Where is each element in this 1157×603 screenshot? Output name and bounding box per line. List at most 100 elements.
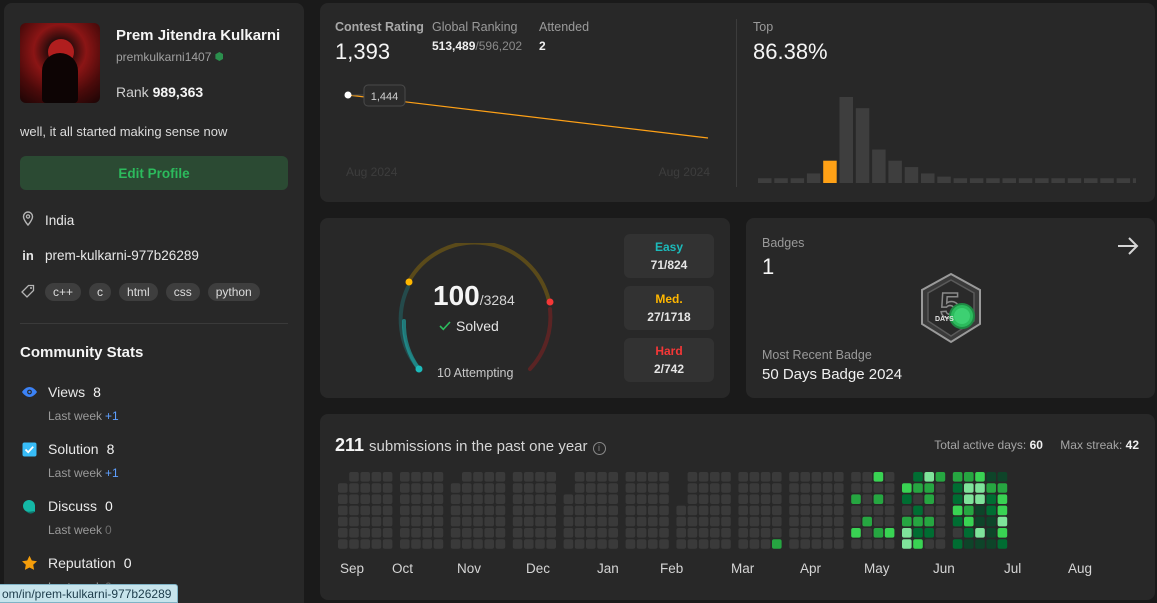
heatmap-day[interactable] — [997, 505, 1008, 516]
heatmap-day[interactable] — [935, 494, 946, 504]
heatmap-day[interactable] — [851, 505, 861, 516]
histogram-bar[interactable] — [774, 178, 788, 183]
medium-box[interactable]: Med. 27/1718 — [624, 286, 714, 330]
heatmap-day[interactable] — [862, 505, 872, 516]
heatmap-day[interactable] — [484, 483, 494, 493]
heatmap-day[interactable] — [433, 472, 444, 482]
heatmap-day[interactable] — [800, 539, 810, 549]
heatmap-day[interactable] — [800, 472, 810, 482]
heatmap-day[interactable] — [760, 494, 771, 504]
heatmap-day[interactable] — [360, 483, 370, 493]
heatmap-day[interactable] — [913, 516, 923, 527]
heatmap-day[interactable] — [913, 472, 923, 482]
heatmap-day[interactable] — [811, 516, 822, 527]
heatmap-day[interactable] — [811, 539, 822, 549]
heatmap-day[interactable] — [902, 516, 912, 527]
heatmap-day[interactable] — [975, 494, 985, 504]
heatmap-day[interactable] — [625, 505, 636, 516]
heatmap-day[interactable] — [586, 539, 596, 549]
histogram-bar[interactable] — [1100, 178, 1114, 183]
heatmap-day[interactable] — [834, 528, 844, 538]
heatmap-day[interactable] — [338, 528, 348, 538]
heatmap-day[interactable] — [535, 472, 545, 482]
hard-box[interactable]: Hard 2/742 — [624, 338, 714, 382]
heatmap-day[interactable] — [349, 516, 359, 527]
heatmap-day[interactable] — [473, 505, 483, 516]
heatmap-day[interactable] — [625, 528, 636, 538]
heatmap-day[interactable] — [698, 483, 709, 493]
heatmap-day[interactable] — [349, 494, 359, 504]
heatmap-day[interactable] — [535, 483, 545, 493]
heatmap-day[interactable] — [608, 483, 618, 493]
skill-tag[interactable]: html — [119, 283, 158, 301]
heatmap-day[interactable] — [800, 516, 810, 527]
heatmap-day[interactable] — [913, 483, 923, 493]
heatmap-day[interactable] — [811, 472, 822, 482]
heatmap-day[interactable] — [608, 505, 618, 516]
heatmap-day[interactable] — [902, 483, 912, 493]
heatmap-day[interactable] — [834, 539, 844, 549]
heatmap-day[interactable] — [721, 483, 731, 493]
solved-progress-ring[interactable] — [392, 243, 558, 383]
heatmap-day[interactable] — [625, 483, 636, 493]
heatmap-day[interactable] — [422, 483, 432, 493]
heatmap-day[interactable] — [371, 472, 382, 482]
easy-box[interactable]: Easy 71/824 — [624, 234, 714, 278]
heatmap-day[interactable] — [986, 494, 996, 504]
heatmap-day[interactable] — [789, 516, 799, 527]
heatmap-day[interactable] — [986, 483, 996, 493]
heatmap-day[interactable] — [800, 528, 810, 538]
heatmap-day[interactable] — [382, 539, 393, 549]
heatmap-day[interactable] — [738, 516, 748, 527]
heatmap-day[interactable] — [884, 516, 895, 527]
heatmap-day[interactable] — [484, 516, 494, 527]
heatmap-day[interactable] — [433, 539, 444, 549]
heatmap-day[interactable] — [625, 472, 636, 482]
heatmap-day[interactable] — [710, 539, 720, 549]
heatmap-day[interactable] — [546, 528, 556, 538]
heatmap-day[interactable] — [625, 494, 636, 504]
heatmap-day[interactable] — [586, 505, 596, 516]
heatmap-day[interactable] — [473, 516, 483, 527]
50-days-badge-icon[interactable]: 5 DAYS — [918, 272, 984, 344]
heatmap-day[interactable] — [659, 539, 669, 549]
heatmap-day[interactable] — [687, 528, 698, 538]
heatmap-day[interactable] — [535, 494, 545, 504]
heatmap-day[interactable] — [975, 472, 985, 482]
heatmap-day[interactable] — [360, 494, 370, 504]
heatmap-day[interactable] — [371, 539, 382, 549]
heatmap-day[interactable] — [411, 528, 421, 538]
heatmap-day[interactable] — [811, 483, 822, 493]
heatmap-day[interactable] — [433, 505, 444, 516]
heatmap-day[interactable] — [862, 539, 872, 549]
heatmap-day[interactable] — [524, 483, 534, 493]
heatmap-day[interactable] — [710, 483, 720, 493]
heatmap-day[interactable] — [884, 494, 895, 504]
heatmap-day[interactable] — [574, 483, 585, 493]
heatmap-day[interactable] — [563, 516, 574, 527]
histogram-bar[interactable] — [953, 178, 968, 183]
heatmap-day[interactable] — [371, 483, 382, 493]
heatmap-day[interactable] — [760, 483, 771, 493]
heatmap-day[interactable] — [400, 483, 410, 493]
heatmap-day[interactable] — [749, 516, 760, 527]
heatmap-day[interactable] — [450, 483, 461, 493]
heatmap-day[interactable] — [851, 528, 861, 538]
heatmap-day[interactable] — [586, 528, 596, 538]
heatmap-day[interactable] — [884, 539, 895, 549]
heatmap-day[interactable] — [822, 472, 833, 482]
heatmap-day[interactable] — [360, 505, 370, 516]
histogram-bar[interactable] — [1132, 178, 1136, 183]
heatmap-day[interactable] — [524, 528, 534, 538]
heatmap-day[interactable] — [597, 516, 607, 527]
heatmap-day[interactable] — [964, 505, 974, 516]
heatmap-day[interactable] — [834, 472, 844, 482]
heatmap-day[interactable] — [687, 494, 698, 504]
heatmap-day[interactable] — [371, 505, 382, 516]
heatmap-day[interactable] — [710, 516, 720, 527]
heatmap-day[interactable] — [360, 472, 370, 482]
heatmap-day[interactable] — [952, 516, 963, 527]
linkedin-link[interactable]: prem-kulkarni-977b26289 — [45, 248, 199, 263]
heatmap-day[interactable] — [495, 528, 506, 538]
heatmap-day[interactable] — [574, 528, 585, 538]
